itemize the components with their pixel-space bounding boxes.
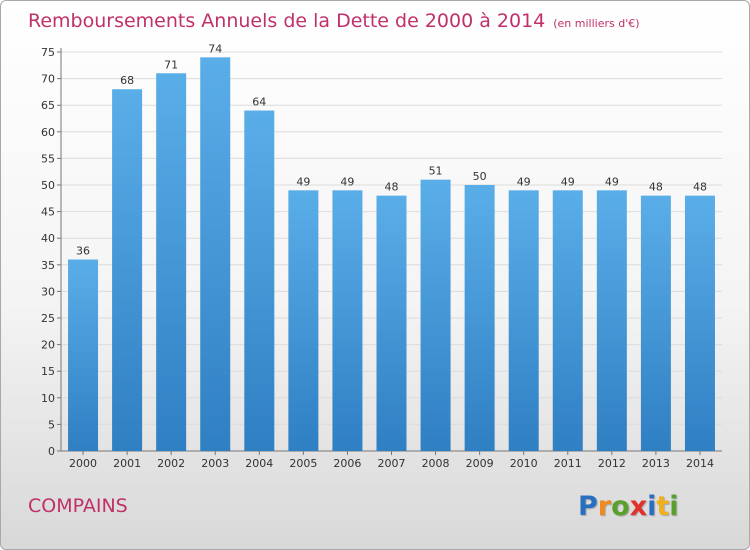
- x-tick-label: 2005: [289, 457, 317, 470]
- bar-value-label: 48: [385, 181, 399, 194]
- y-tick-label: 0: [48, 445, 55, 458]
- bar-value-label: 49: [517, 175, 531, 188]
- bar-value-label: 64: [252, 96, 266, 109]
- y-tick-label: 40: [41, 232, 55, 245]
- bar: [640, 195, 671, 451]
- bar-value-label: 68: [120, 74, 134, 87]
- bar-value-label: 49: [605, 175, 619, 188]
- bar-value-label: 49: [296, 175, 310, 188]
- x-tick-label: 2004: [245, 457, 273, 470]
- y-tick-label: 25: [41, 312, 55, 325]
- y-tick-label: 65: [41, 99, 55, 112]
- y-tick-label: 70: [41, 73, 55, 86]
- y-tick-label: 35: [41, 259, 55, 272]
- logo-letter: P: [578, 491, 598, 522]
- x-tick-label: 2010: [510, 457, 538, 470]
- bar: [684, 195, 715, 451]
- bar: [464, 185, 495, 451]
- bar: [596, 190, 627, 451]
- y-tick-label: 60: [41, 126, 55, 139]
- y-tick-label: 75: [41, 46, 55, 59]
- y-tick-label: 50: [41, 179, 55, 192]
- x-tick-label: 2008: [422, 457, 450, 470]
- bar-value-label: 49: [340, 175, 354, 188]
- bar: [376, 195, 407, 451]
- chart-title: Remboursements Annuels de la Dette de 20…: [28, 10, 640, 32]
- y-tick-label: 45: [41, 206, 55, 219]
- logo-letter: t: [656, 491, 670, 522]
- x-tick-label: 2009: [466, 457, 494, 470]
- logo-letter: i: [669, 491, 679, 522]
- y-tick-label: 30: [41, 285, 55, 298]
- bar: [332, 190, 363, 451]
- bar: [552, 190, 583, 451]
- y-tick-label: 20: [41, 339, 55, 352]
- x-tick-label: 2006: [333, 457, 361, 470]
- bar: [68, 259, 99, 451]
- bar: [420, 179, 451, 451]
- bar: [288, 190, 319, 451]
- bar-value-label: 51: [429, 165, 443, 178]
- bar-value-label: 50: [473, 170, 487, 183]
- chart-unit: (en milliers d'€): [553, 17, 640, 30]
- y-tick-label: 5: [48, 418, 55, 431]
- bar: [156, 73, 187, 451]
- bar: [200, 57, 231, 451]
- x-tick-label: 2011: [554, 457, 582, 470]
- bar-value-label: 48: [693, 181, 707, 194]
- bar-value-label: 36: [76, 244, 90, 257]
- x-tick-label: 2012: [598, 457, 626, 470]
- logo-letter: r: [597, 491, 612, 522]
- x-tick-label: 2003: [201, 457, 229, 470]
- bar: [244, 110, 275, 452]
- bar-value-label: 71: [164, 58, 178, 71]
- y-tick-label: 55: [41, 152, 55, 165]
- bar: [112, 89, 143, 452]
- bar-value-label: 49: [561, 175, 575, 188]
- y-tick-label: 15: [41, 365, 55, 378]
- commune-name: COMPAINS: [28, 495, 128, 517]
- logo-letter: o: [611, 491, 630, 522]
- chart-title-text: Remboursements Annuels de la Dette de 20…: [28, 10, 546, 32]
- x-tick-label: 2000: [69, 457, 97, 470]
- x-tick-label: 2001: [113, 457, 141, 470]
- logo-letter: i: [647, 491, 657, 522]
- x-tick-label: 2002: [157, 457, 185, 470]
- bar-value-label: 74: [208, 42, 222, 55]
- x-tick-label: 2013: [642, 457, 670, 470]
- logo-letter: x: [629, 491, 648, 522]
- proxiti-logo: Proxiti: [578, 491, 679, 522]
- bar: [508, 190, 539, 451]
- x-tick-label: 2014: [686, 457, 714, 470]
- y-tick-label: 10: [41, 392, 55, 405]
- x-tick-label: 2007: [378, 457, 406, 470]
- bar-value-label: 48: [649, 181, 663, 194]
